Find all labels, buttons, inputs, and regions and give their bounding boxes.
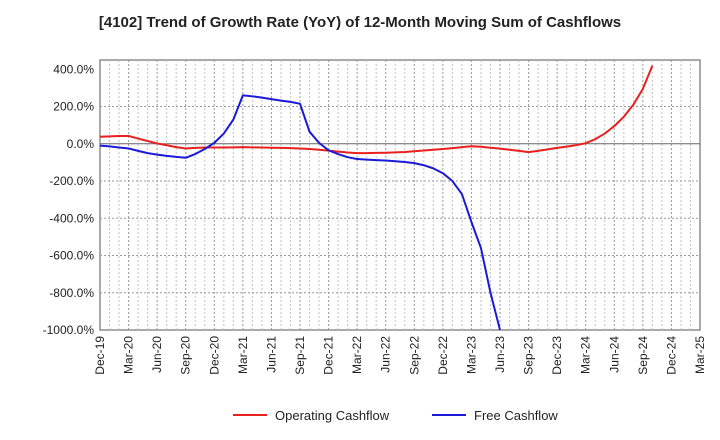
x-tick-label: Mar-25 [693, 336, 707, 374]
y-tick-label: 400.0% [53, 62, 94, 76]
x-tick-label: Jun-20 [150, 336, 164, 373]
y-tick-label: -600.0% [49, 249, 94, 263]
x-tick-label: Jun-22 [379, 336, 393, 373]
x-tick-label: Mar-24 [579, 336, 593, 374]
x-tick-label: Jun-24 [607, 336, 621, 373]
y-tick-label: -400.0% [49, 211, 94, 225]
x-tick-label: Mar-21 [236, 336, 250, 374]
x-tick-label: Dec-19 [93, 336, 107, 375]
y-tick-label: -800.0% [49, 286, 94, 300]
chart-title: [4102] Trend of Growth Rate (YoY) of 12-… [98, 14, 622, 31]
x-tick-label: Mar-23 [464, 336, 478, 374]
x-tick-label: Sep-21 [293, 336, 307, 375]
x-tick-label: Dec-20 [207, 336, 221, 375]
free-cashflow-line [100, 94, 501, 330]
x-tick-label: Jun-21 [264, 336, 278, 373]
y-tick-label: -1000.0% [43, 323, 95, 337]
operating-cashflow-legend-label: Operating Cashflow [275, 408, 390, 423]
x-tick-label: Sep-23 [522, 336, 536, 375]
x-tick-label: Dec-21 [322, 336, 336, 375]
x-tick-label: Dec-24 [664, 336, 678, 375]
x-tick-label: Mar-22 [350, 336, 364, 374]
plot-area [99, 59, 701, 331]
y-tick-label: -200.0% [49, 174, 94, 188]
x-tick-label: Jun-23 [493, 336, 507, 373]
free-cashflow-legend-label: Free Cashflow [474, 408, 558, 423]
x-tick-label: Sep-20 [179, 336, 193, 375]
y-tick-label: 0.0% [67, 137, 95, 151]
x-tick-label: Mar-20 [122, 336, 136, 374]
x-tick-label: Sep-22 [407, 336, 421, 375]
x-tick-label: Sep-24 [636, 336, 650, 375]
x-tick-label: Dec-23 [550, 336, 564, 375]
y-tick-label: 200.0% [53, 100, 94, 114]
operating-cashflow-line [100, 65, 654, 155]
x-tick-label: Dec-22 [436, 336, 450, 375]
